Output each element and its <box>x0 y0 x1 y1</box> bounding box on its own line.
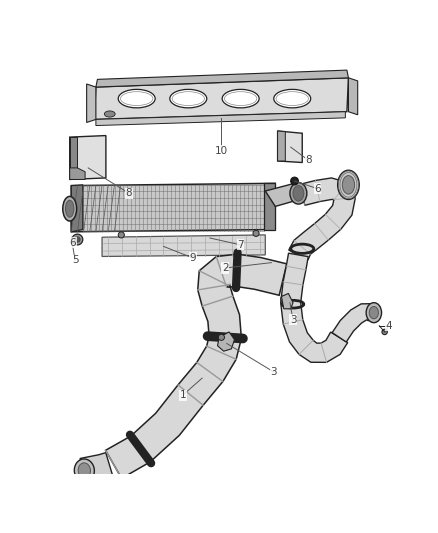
Polygon shape <box>71 183 276 232</box>
Polygon shape <box>282 294 293 309</box>
Polygon shape <box>265 183 302 206</box>
Text: 3: 3 <box>290 314 297 325</box>
Polygon shape <box>94 78 349 119</box>
Ellipse shape <box>253 230 259 237</box>
Ellipse shape <box>290 182 307 204</box>
Text: 2: 2 <box>222 263 229 273</box>
Polygon shape <box>349 78 358 115</box>
Ellipse shape <box>72 234 83 245</box>
Polygon shape <box>289 178 355 260</box>
Ellipse shape <box>78 463 91 478</box>
Ellipse shape <box>63 196 77 221</box>
Polygon shape <box>106 254 287 479</box>
Ellipse shape <box>170 90 207 108</box>
Polygon shape <box>96 112 346 126</box>
Polygon shape <box>87 84 96 123</box>
Ellipse shape <box>65 200 74 217</box>
Text: 5: 5 <box>72 255 78 265</box>
Polygon shape <box>102 235 265 256</box>
Polygon shape <box>96 70 349 87</box>
Ellipse shape <box>369 306 378 319</box>
Text: 8: 8 <box>126 188 132 198</box>
Text: 6: 6 <box>314 184 321 193</box>
Ellipse shape <box>382 329 387 335</box>
Ellipse shape <box>104 111 115 117</box>
Text: 10: 10 <box>215 146 228 156</box>
Text: 9: 9 <box>190 253 196 263</box>
Ellipse shape <box>222 90 259 108</box>
Polygon shape <box>70 168 85 180</box>
Ellipse shape <box>274 90 311 108</box>
Polygon shape <box>71 185 83 232</box>
Ellipse shape <box>342 175 355 194</box>
Text: 8: 8 <box>305 155 312 165</box>
Polygon shape <box>70 135 106 180</box>
Ellipse shape <box>293 185 304 201</box>
Ellipse shape <box>118 232 124 238</box>
Polygon shape <box>281 253 348 362</box>
Ellipse shape <box>281 296 287 302</box>
Ellipse shape <box>366 303 381 322</box>
Ellipse shape <box>118 90 155 108</box>
Polygon shape <box>278 131 285 161</box>
Polygon shape <box>264 183 276 230</box>
Polygon shape <box>70 137 78 180</box>
Text: 4: 4 <box>385 321 392 331</box>
Ellipse shape <box>218 334 225 341</box>
Polygon shape <box>80 453 114 486</box>
Polygon shape <box>278 131 302 163</box>
Ellipse shape <box>75 237 80 242</box>
Text: 3: 3 <box>270 367 277 377</box>
Polygon shape <box>218 332 234 351</box>
Ellipse shape <box>74 459 94 482</box>
Text: 1: 1 <box>180 390 186 400</box>
Ellipse shape <box>291 177 298 185</box>
Ellipse shape <box>338 170 359 199</box>
Text: 6: 6 <box>70 238 76 248</box>
Polygon shape <box>332 304 378 342</box>
Text: 7: 7 <box>237 240 244 250</box>
